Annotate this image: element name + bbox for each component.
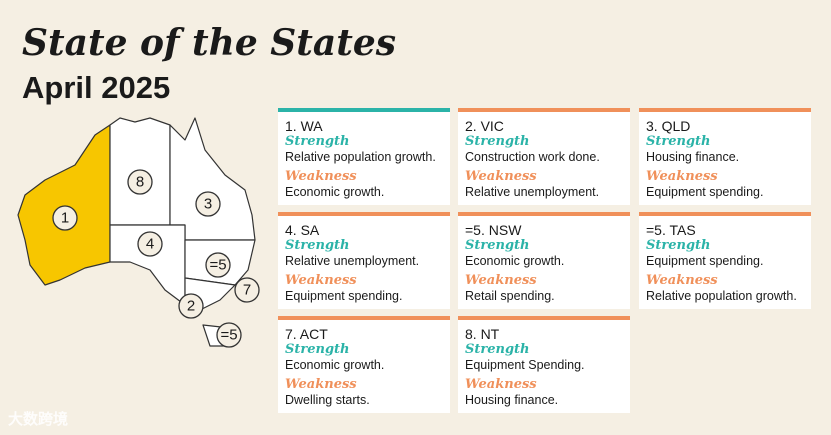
map-label: =5 <box>220 327 237 344</box>
weakness-label: Weakness <box>646 169 718 184</box>
strength: Economic growth. <box>285 358 385 372</box>
map-marker <box>205 252 231 278</box>
map-label: 3 <box>204 196 212 213</box>
weakness: Equipment spending. <box>646 185 764 199</box>
weakness: Relative population growth. <box>646 289 797 303</box>
strength-label: Strength <box>465 342 530 357</box>
map-label: 4 <box>146 236 154 253</box>
strength-label: Strength <box>646 238 711 253</box>
state-card: 1. WA Strength Relative population growth.… <box>278 108 450 205</box>
state-card: 8. NT Strength Equipment Spending. Weakness… <box>458 316 630 413</box>
weakness: Economic growth. <box>285 185 385 199</box>
state-card: 2. VIC Strength Construction work done. Wea… <box>458 108 630 205</box>
map-marker <box>216 322 242 348</box>
weakness: Relative unemployment. <box>465 185 600 199</box>
weakness: Housing finance. <box>465 393 559 407</box>
watermark: 大数跨境 <box>8 411 69 428</box>
map-label: 7 <box>243 282 251 299</box>
rank: 1. WA <box>285 118 323 134</box>
rank: 2. VIC <box>465 118 504 134</box>
state-card: =5. NSW Strength Economic growth. Weakness R… <box>458 212 630 309</box>
map-label: 2 <box>187 298 195 315</box>
map: 1 8 3 4 =5 7 2 =5 <box>17 117 260 348</box>
map-marker <box>234 277 260 303</box>
region-qld <box>169 117 256 241</box>
state-card: 7. ACT Strength Economic growth. Weakness Dw… <box>278 316 450 413</box>
region-wa <box>17 124 111 286</box>
strength: Relative unemployment. <box>285 254 420 268</box>
map-marker <box>178 293 204 319</box>
weakness: Dwelling starts. <box>285 393 370 407</box>
state-card: 3. QLD Strength Housing finance. Weakness Eq… <box>639 108 811 205</box>
title: State of the States <box>22 22 397 64</box>
strength: Construction work done. <box>465 150 600 164</box>
weakness-label: Weakness <box>465 169 537 184</box>
strength: Economic growth. <box>465 254 565 268</box>
weakness-label: Weakness <box>285 273 357 288</box>
map-marker <box>127 169 153 195</box>
state-card: 4. SA Strength Relative unemployment. Weakn… <box>278 212 450 309</box>
weakness: Retail spending. <box>465 289 555 303</box>
rank: 4. SA <box>285 222 320 238</box>
weakness-label: Weakness <box>465 377 537 392</box>
rank: 7. ACT <box>285 326 328 342</box>
strength-label: Strength <box>285 134 350 149</box>
map-marker <box>195 191 221 217</box>
rank: =5. NSW <box>465 222 522 238</box>
map-marker <box>137 231 163 257</box>
weakness-label: Weakness <box>465 273 537 288</box>
strength: Relative population growth. <box>285 150 436 164</box>
rank: 3. QLD <box>646 118 691 134</box>
weakness: Equipment spending. <box>285 289 403 303</box>
strength-label: Strength <box>465 134 530 149</box>
strength-label: Strength <box>285 342 350 357</box>
rank: =5. TAS <box>646 222 696 238</box>
strength-label: Strength <box>285 238 350 253</box>
weakness-label: Weakness <box>285 169 357 184</box>
strength: Housing finance. <box>646 150 740 164</box>
rank: 8. NT <box>465 326 500 342</box>
subtitle: April 2025 <box>22 70 171 105</box>
map-label: =5 <box>209 257 226 274</box>
weakness-label: Weakness <box>646 273 718 288</box>
weakness-label: Weakness <box>285 377 357 392</box>
map-label: 1 <box>61 210 69 227</box>
strength-label: Strength <box>646 134 711 149</box>
strength: Equipment spending. <box>646 254 764 268</box>
region-sa <box>109 224 186 306</box>
strength: Equipment Spending. <box>465 358 585 372</box>
strength-label: Strength <box>465 238 530 253</box>
state-card: =5. TAS Strength Equipment spending. Weakne… <box>639 212 811 309</box>
map-marker <box>52 205 78 231</box>
map-label: 8 <box>136 174 144 191</box>
